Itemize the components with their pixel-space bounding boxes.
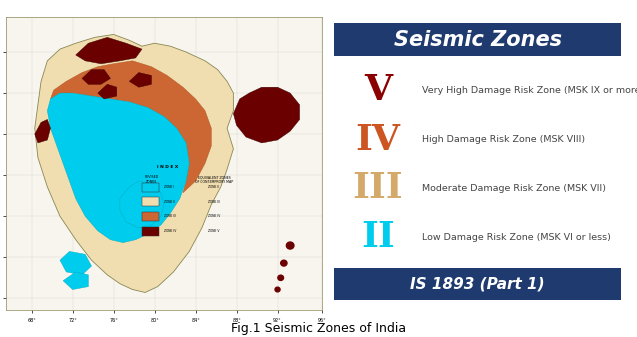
Text: ZONE IV: ZONE IV (208, 214, 220, 218)
FancyBboxPatch shape (334, 268, 621, 300)
Text: II: II (361, 220, 395, 254)
Text: ZONE II: ZONE II (208, 185, 219, 189)
Text: ZONE I: ZONE I (164, 185, 175, 189)
Bar (142, 197, 159, 206)
Bar (142, 212, 159, 221)
Text: High Damage Risk Zone (MSK VIII): High Damage Risk Zone (MSK VIII) (422, 135, 585, 145)
Polygon shape (98, 84, 117, 99)
Polygon shape (50, 61, 211, 193)
Bar (142, 227, 159, 236)
Polygon shape (35, 34, 233, 293)
Text: V: V (364, 73, 392, 107)
Text: Fig.1 Seismic Zones of India: Fig.1 Seismic Zones of India (231, 322, 406, 335)
Polygon shape (35, 119, 50, 143)
Text: Moderate Damage Risk Zone (MSK VII): Moderate Damage Risk Zone (MSK VII) (422, 184, 606, 193)
Polygon shape (82, 70, 110, 84)
Polygon shape (63, 272, 89, 289)
Text: ZONE III: ZONE III (208, 200, 220, 204)
Text: III: III (352, 172, 403, 205)
Polygon shape (76, 131, 113, 163)
Circle shape (278, 275, 283, 280)
Polygon shape (60, 251, 92, 275)
Polygon shape (129, 72, 152, 87)
Circle shape (275, 287, 280, 292)
Text: Low Damage Risk Zone (MSK VI or less): Low Damage Risk Zone (MSK VI or less) (422, 233, 610, 242)
Bar (142, 183, 159, 192)
FancyBboxPatch shape (334, 23, 621, 56)
Text: IS 1893 (Part 1): IS 1893 (Part 1) (410, 276, 545, 291)
Text: ZONE IV: ZONE IV (164, 229, 176, 233)
Circle shape (287, 242, 294, 249)
Text: ZONE II: ZONE II (164, 200, 175, 204)
Polygon shape (76, 37, 142, 64)
Text: ZONE V: ZONE V (208, 229, 220, 233)
Text: IV: IV (355, 123, 400, 157)
Circle shape (281, 260, 287, 266)
Text: EQUIVALENT ZONES
OF CONTEMPRORY MAP: EQUIVALENT ZONES OF CONTEMPRORY MAP (196, 175, 234, 184)
Text: ZONE III: ZONE III (164, 214, 176, 218)
Text: Very High Damage Risk Zone (MSK IX or more): Very High Damage Risk Zone (MSK IX or mo… (422, 86, 637, 95)
Text: Seismic Zones: Seismic Zones (394, 30, 562, 50)
Polygon shape (120, 181, 164, 228)
Polygon shape (233, 87, 299, 143)
Text: I N D E X: I N D E X (157, 165, 178, 169)
Text: REVISED
ZONES: REVISED ZONES (145, 175, 159, 184)
Polygon shape (47, 93, 189, 243)
